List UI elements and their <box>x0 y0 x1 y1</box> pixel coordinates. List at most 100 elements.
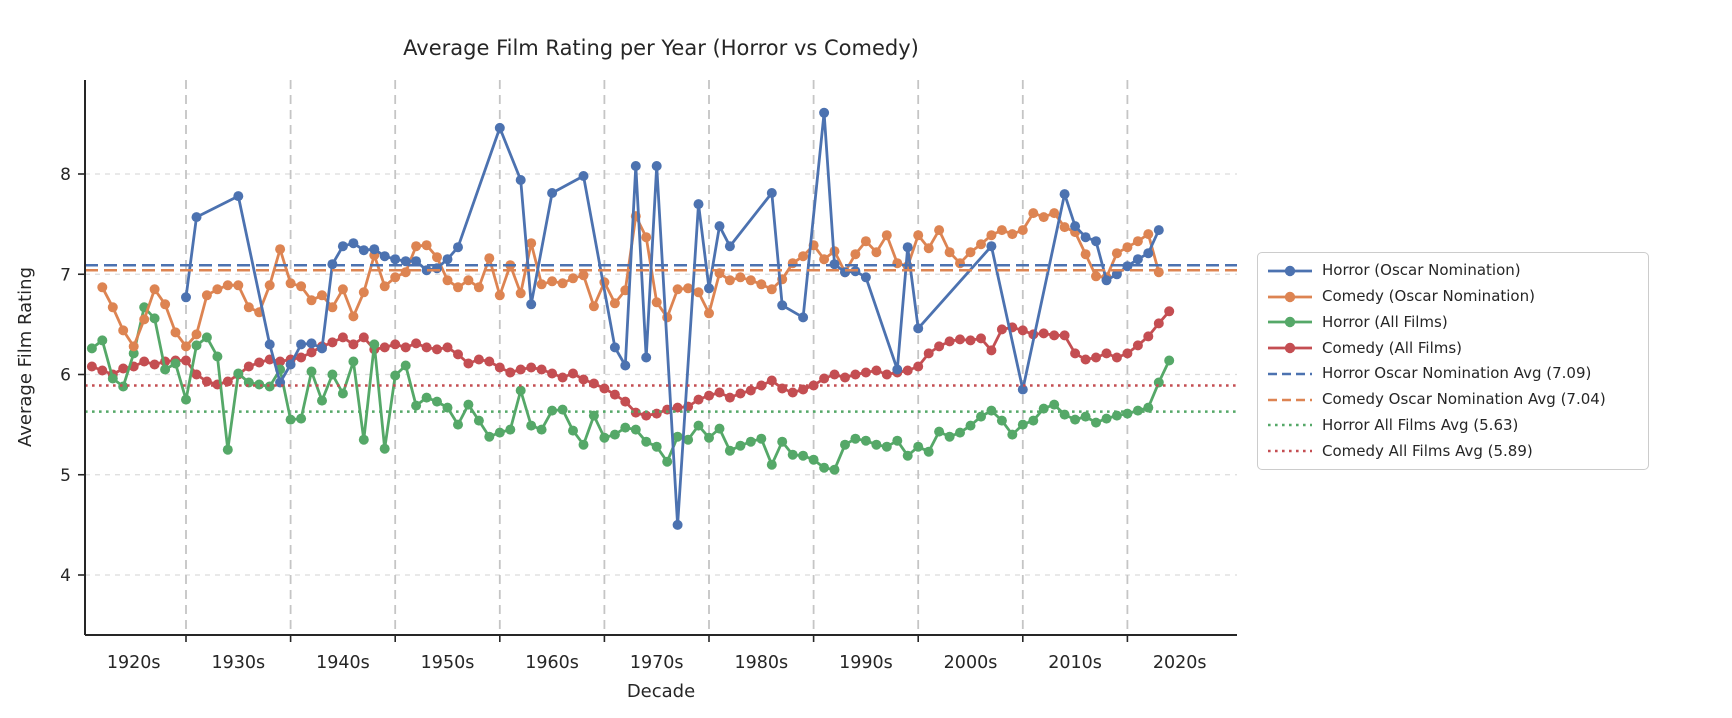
data-point <box>494 290 505 301</box>
data-point <box>735 440 746 451</box>
data-point <box>996 324 1007 335</box>
x-tick-label-1990s: 1990s <box>839 653 893 673</box>
legend-dotted-line-icon <box>1268 424 1312 427</box>
data-point <box>798 312 809 323</box>
chart-title: Average Film Rating per Year (Horror vs … <box>403 36 919 60</box>
data-point <box>609 342 620 353</box>
data-point <box>222 376 233 387</box>
data-point <box>1038 403 1049 414</box>
legend-line-marker-icon <box>1268 342 1312 354</box>
data-point <box>515 288 526 299</box>
data-point <box>672 519 683 530</box>
legend-item-8: Comedy All Films Avg (5.89) <box>1267 443 1638 459</box>
data-point <box>881 230 892 241</box>
data-point <box>986 241 997 252</box>
data-point <box>432 252 442 263</box>
data-point <box>902 242 913 253</box>
data-point <box>934 225 945 236</box>
data-point <box>390 339 401 350</box>
data-point <box>547 405 558 416</box>
series-comedy_all <box>86 306 1175 421</box>
data-point <box>201 332 212 343</box>
data-point <box>819 462 830 473</box>
series-line-horror_all <box>90 305 1171 472</box>
data-point <box>568 368 578 379</box>
data-point <box>463 358 474 369</box>
data-point <box>379 251 390 262</box>
data-point <box>369 244 380 255</box>
data-point <box>1143 248 1154 259</box>
data-point <box>630 407 641 418</box>
x-tick-label-1960s: 1960s <box>525 653 579 673</box>
data-point <box>358 287 369 298</box>
data-point <box>588 378 599 389</box>
data-point <box>128 341 139 352</box>
data-point <box>829 369 840 380</box>
data-point <box>578 374 589 385</box>
data-point <box>1028 415 1039 426</box>
data-point <box>526 420 537 431</box>
data-point <box>442 402 453 413</box>
data-point <box>850 369 861 380</box>
data-point <box>181 292 191 303</box>
data-point <box>1132 405 1143 416</box>
data-point <box>86 343 97 354</box>
data-point <box>494 122 505 133</box>
data-point <box>578 270 589 281</box>
data-point <box>787 449 798 460</box>
data-point <box>1007 429 1018 440</box>
data-point <box>306 338 317 349</box>
data-point <box>620 360 631 371</box>
data-point <box>1070 348 1081 359</box>
data-point <box>222 280 233 291</box>
data-point <box>400 342 411 353</box>
data-point <box>641 232 652 243</box>
data-point <box>494 427 505 438</box>
data-point <box>191 340 202 351</box>
data-point <box>411 256 422 267</box>
data-point <box>662 456 673 467</box>
legend-line-marker-icon <box>1268 291 1312 302</box>
data-point <box>944 336 955 347</box>
data-point <box>118 381 129 392</box>
data-point <box>1070 414 1081 425</box>
data-point <box>599 383 610 394</box>
x-tick-label-1980s: 1980s <box>734 653 788 673</box>
x-axis-label: Decade <box>627 681 695 702</box>
data-point <box>348 311 359 322</box>
data-point <box>902 450 913 461</box>
data-point <box>547 368 558 379</box>
y-tick-label-6: 6 <box>60 366 71 386</box>
data-point <box>1080 232 1091 243</box>
data-point <box>588 301 599 312</box>
legend-item-label: Horror All Films Avg (5.63) <box>1322 415 1519 434</box>
data-point <box>1059 189 1070 200</box>
data-point <box>735 272 746 283</box>
data-point <box>442 275 453 286</box>
data-point <box>996 415 1007 426</box>
data-point <box>191 329 202 340</box>
data-point <box>264 339 275 350</box>
data-point <box>881 369 892 380</box>
data-point <box>1164 306 1175 317</box>
data-point <box>630 424 641 435</box>
legend-dashed-line-icon <box>1268 372 1312 376</box>
data-point <box>191 212 202 223</box>
data-point <box>693 394 704 405</box>
data-point <box>348 238 359 249</box>
data-point <box>411 400 422 411</box>
data-point <box>756 433 767 444</box>
legend-item-label: Horror (Oscar Nomination) <box>1322 261 1521 280</box>
y-tick-label-4: 4 <box>60 566 71 586</box>
data-point <box>557 278 568 289</box>
data-point <box>233 280 244 291</box>
data-point <box>317 290 327 301</box>
data-point <box>97 365 108 376</box>
data-point <box>704 283 714 294</box>
data-point <box>1143 402 1154 413</box>
data-point <box>160 299 171 310</box>
data-point <box>505 367 516 378</box>
data-point <box>337 332 348 343</box>
data-point <box>254 357 265 368</box>
data-point <box>986 405 997 416</box>
